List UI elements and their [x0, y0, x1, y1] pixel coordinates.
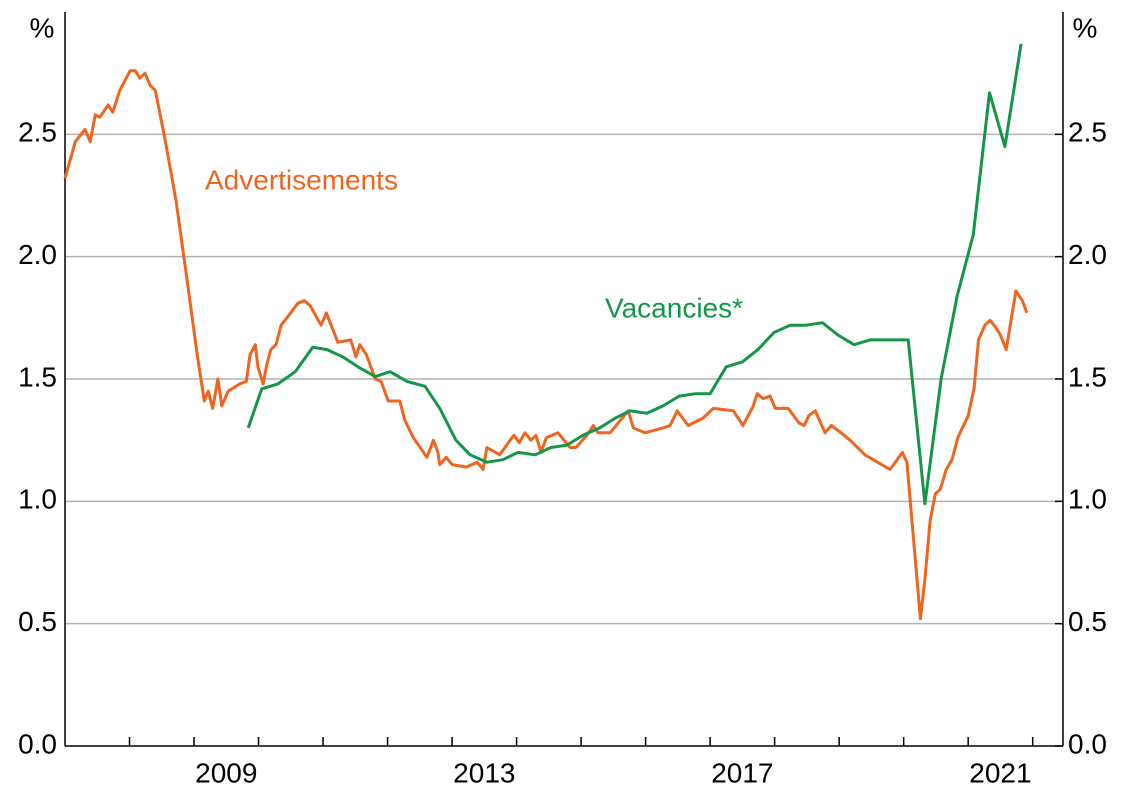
series-line: [63, 69, 1029, 621]
x-tick-label: 2013: [453, 757, 515, 788]
y-unit-left: %: [30, 12, 55, 43]
y2-tick-label: 0.0: [1068, 728, 1107, 759]
series-label: Vacancies*: [605, 292, 743, 323]
y-tick-label: 0.0: [18, 728, 57, 759]
y-unit-right: %: [1073, 12, 1098, 43]
y-tick-label: 1.0: [18, 484, 57, 515]
x-tick-label: 2021: [969, 757, 1031, 788]
y-tick-label: 1.5: [18, 361, 57, 392]
y2-tick-label: 2.5: [1068, 117, 1107, 148]
y2-tick-label: 1.0: [1068, 484, 1107, 515]
x-tick-label: 2009: [195, 757, 257, 788]
y2-tick-label: 2.0: [1068, 239, 1107, 270]
y-tick-label: 0.5: [18, 606, 57, 637]
y-tick-label: 2.5: [18, 117, 57, 148]
y-tick-label: 2.0: [18, 239, 57, 270]
y2-tick-label: 0.5: [1068, 606, 1107, 637]
series-line: [246, 43, 1023, 506]
x-tick-label: 2017: [711, 757, 773, 788]
series-label: Advertisements: [205, 164, 398, 195]
y2-tick-label: 1.5: [1068, 361, 1107, 392]
